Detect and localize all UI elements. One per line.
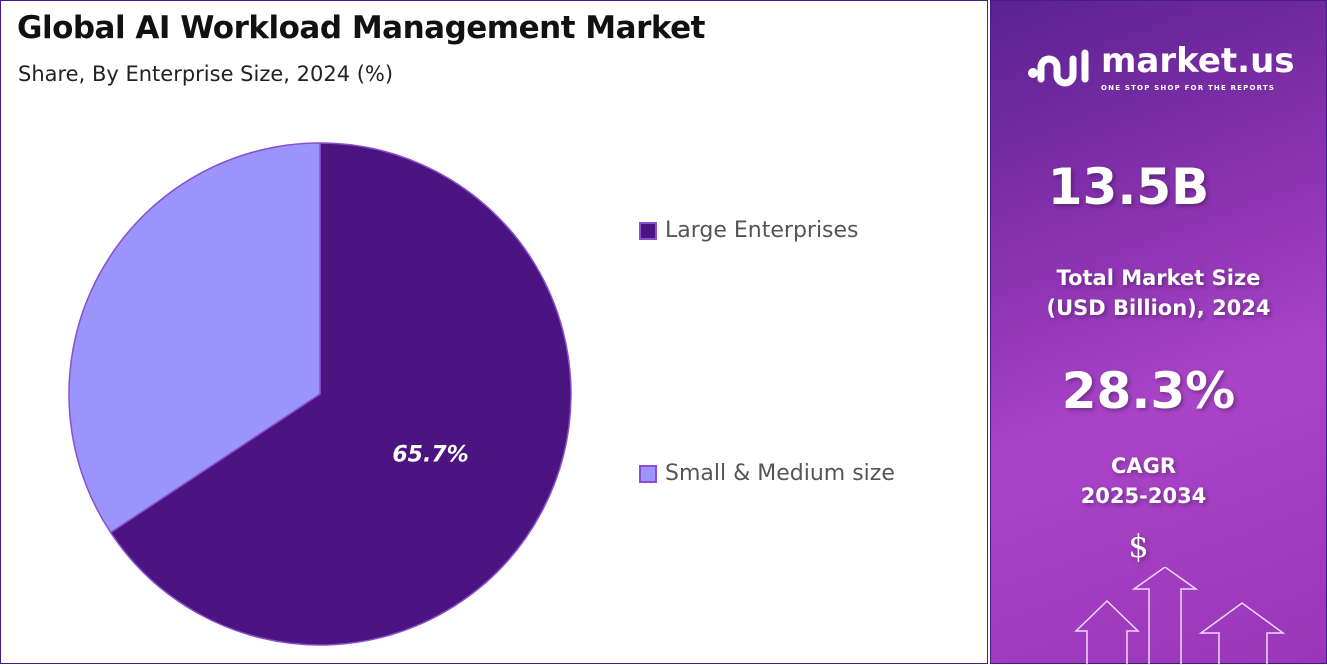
growth-arrows-icon — [1074, 567, 1286, 665]
chart-title: Global AI Workload Management Market — [17, 10, 706, 46]
legend-label: Small & Medium size — [665, 461, 895, 486]
legend-item-small-medium: Small & Medium size — [639, 460, 895, 488]
market-size-label-2: (USD Billion), 2024 — [1046, 296, 1271, 320]
logo-tagline: ONE STOP SHOP FOR THE REPORTS — [1101, 84, 1276, 92]
cagr-period: 2025-2034 — [1080, 484, 1207, 508]
pie-chart: 65.7% — [68, 142, 572, 646]
chart-panel: Global AI Workload Management Market Sha… — [0, 0, 988, 664]
market-us-logo: market.us ONE STOP SHOP FOR THE REPORTS — [1027, 41, 1295, 93]
market-size-value: 13.5B — [1047, 158, 1210, 216]
chart-subtitle: Share, By Enterprise Size, 2024 (%) — [18, 62, 394, 86]
pie-slice-small-medium — [68, 142, 321, 534]
summary-panel: market.us ONE STOP SHOP FOR THE REPORTS … — [990, 0, 1327, 665]
logo-name: market.us — [1101, 41, 1295, 81]
legend-label: Large Enterprises — [665, 218, 859, 243]
logo-icon — [1028, 49, 1089, 87]
data-label: 65.7% — [392, 442, 468, 467]
cagr-label: CAGR — [1110, 454, 1177, 478]
market-size-label-1: Total Market Size — [1056, 266, 1261, 290]
dollar-icon: $ — [1128, 527, 1149, 565]
legend-swatch — [639, 222, 657, 240]
pie-slice-large-enterprises — [109, 142, 572, 646]
legend-item-large-enterprises: Large Enterprises — [639, 217, 859, 245]
cagr-value: 28.3% — [1061, 362, 1236, 420]
legend-swatch — [639, 465, 657, 483]
